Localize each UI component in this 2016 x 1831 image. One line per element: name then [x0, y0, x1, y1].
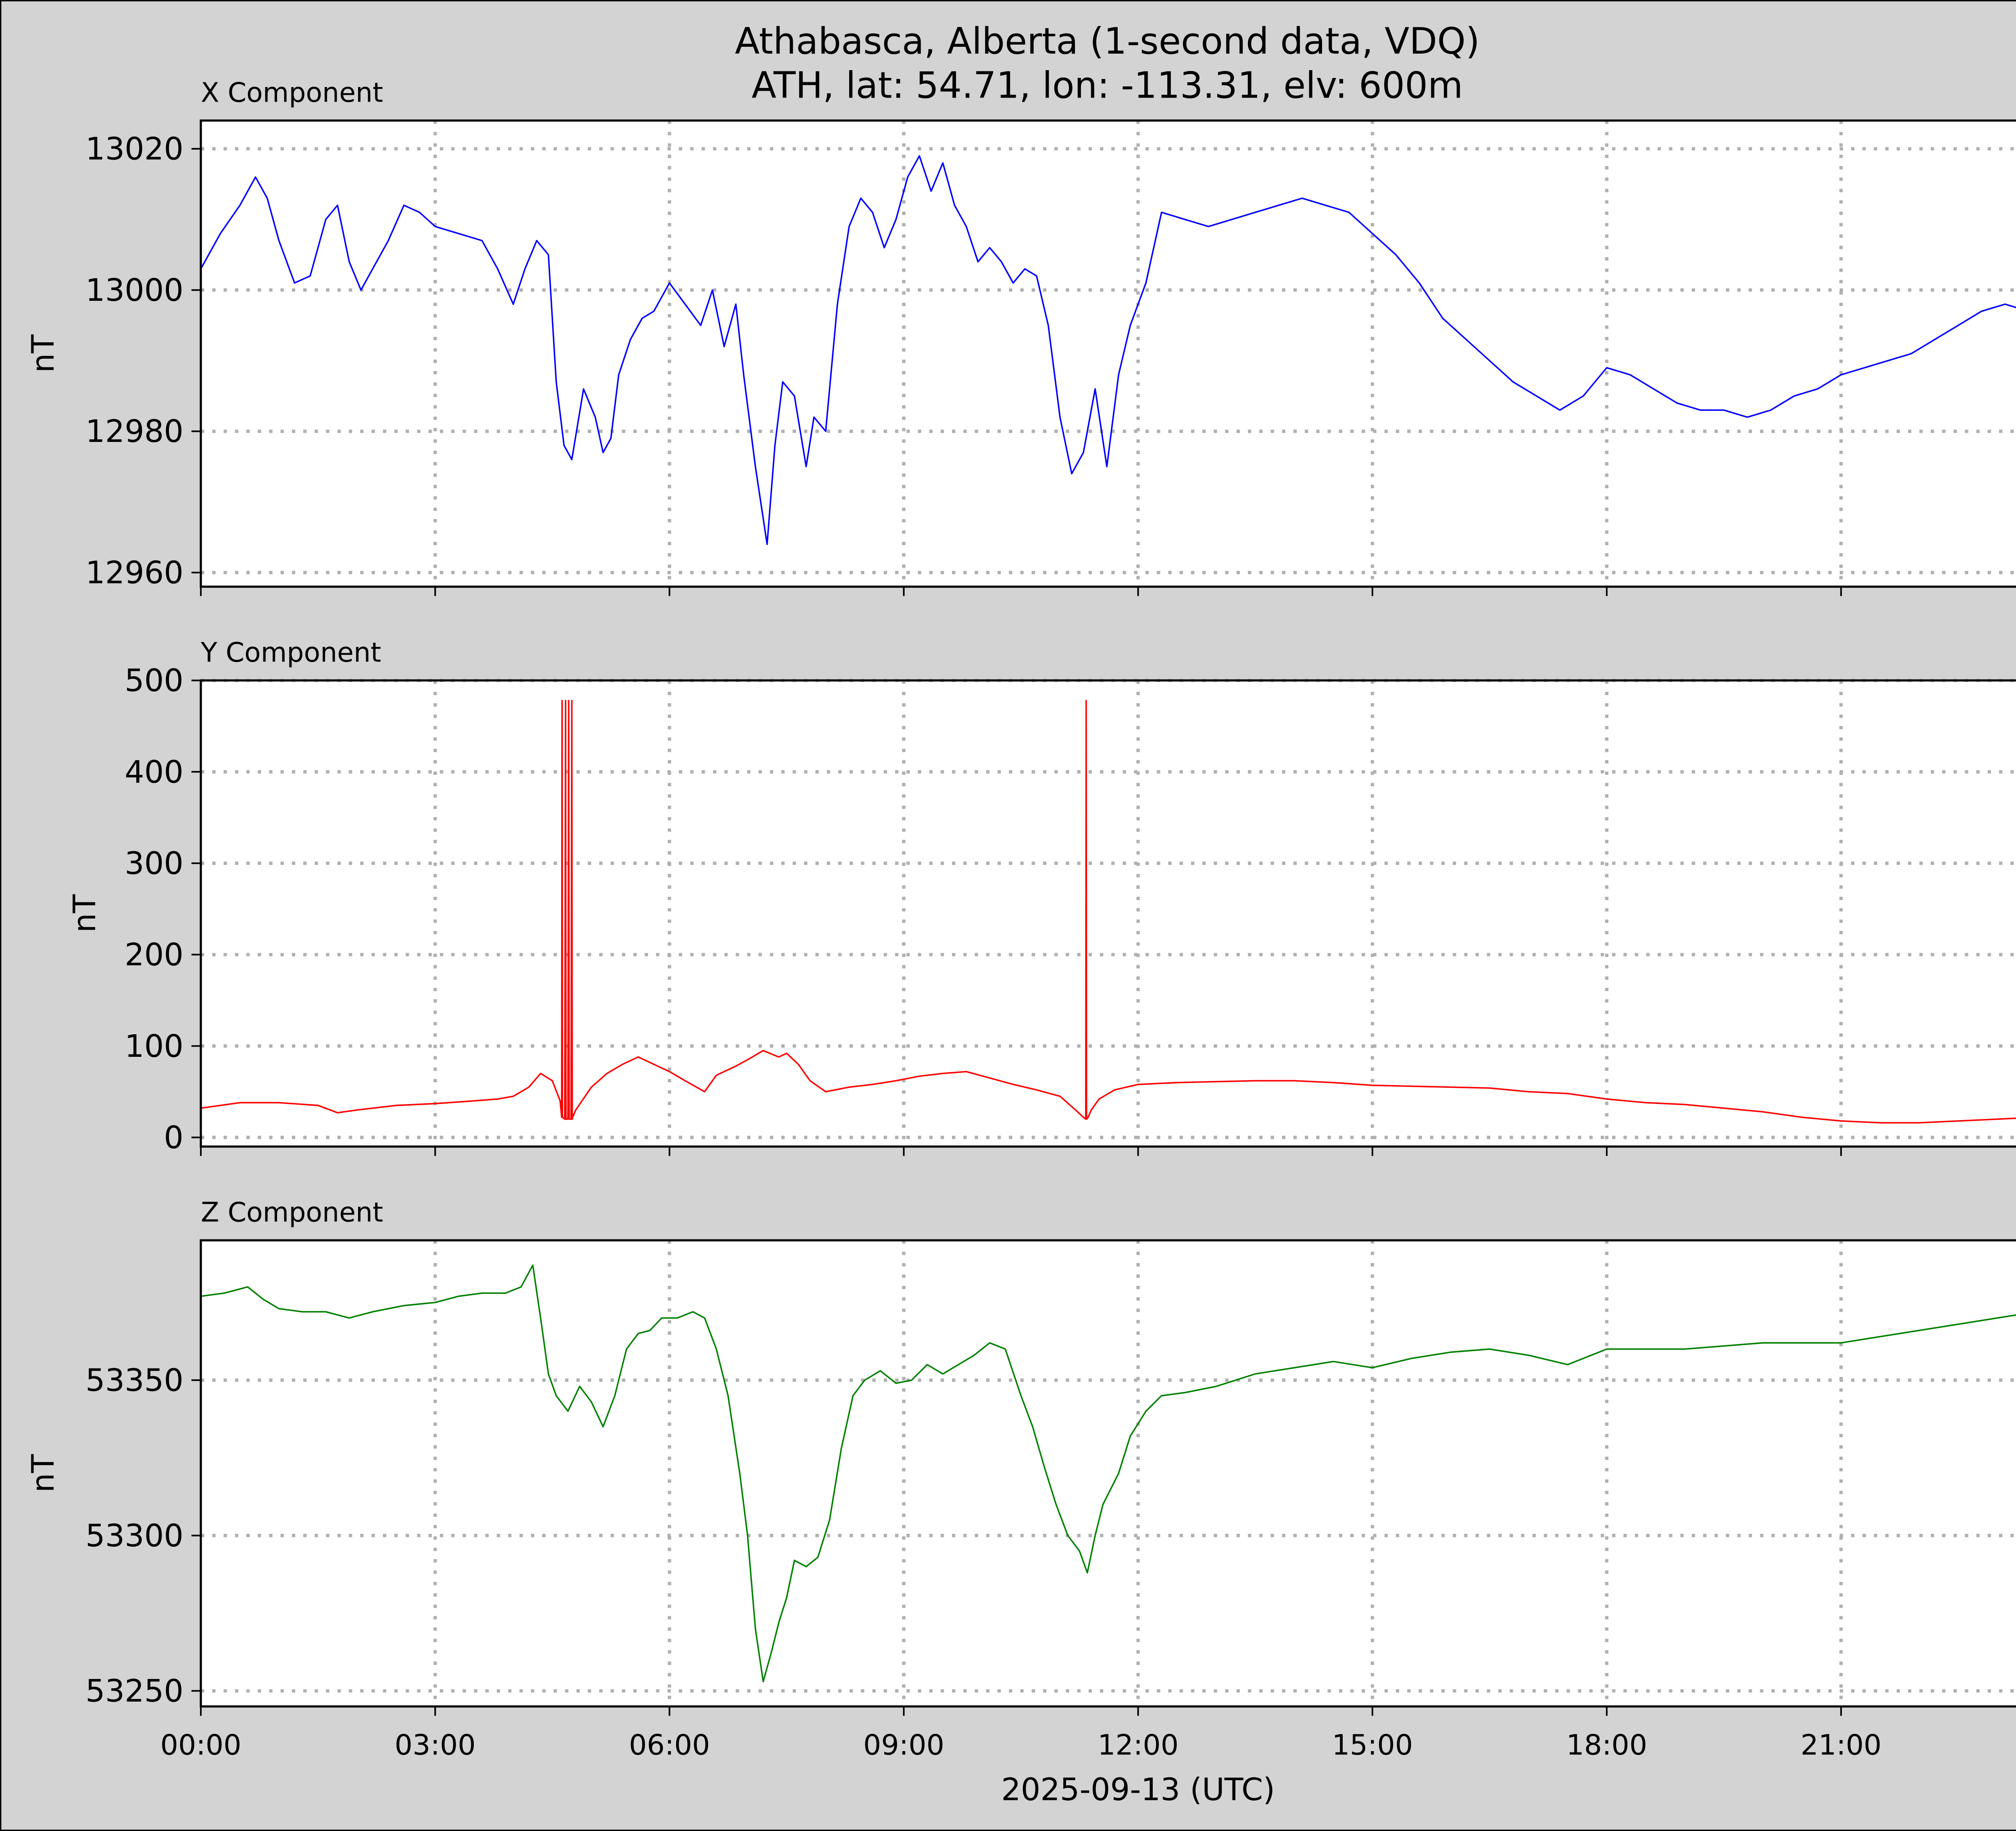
series-line — [200, 1264, 2016, 1683]
y-tick-label: 13000 — [85, 273, 183, 308]
plot-area — [201, 1240, 2016, 1707]
panel-title: X Component — [201, 77, 383, 108]
x-tick-label: 03:00 — [395, 1729, 476, 1762]
plot-frame — [200, 1239, 2016, 1708]
panel-3: 53350 53300 53250 Z Component nT — [25, 1197, 2016, 1716]
series-line — [200, 700, 2016, 1124]
y-tick-label: 400 — [125, 754, 183, 790]
y-tick-label: 500 — [125, 663, 183, 699]
plot-frame — [200, 679, 2016, 1148]
x-axis-label: 2025-09-13 (UTC) — [1001, 1772, 1275, 1808]
y-tick-label: 0 — [164, 1120, 183, 1156]
panel-title: Y Component — [200, 637, 381, 668]
y-axis-label: nT — [67, 894, 103, 933]
panel-title: Z Component — [201, 1197, 383, 1228]
y-tick-label: 100 — [125, 1029, 183, 1064]
figure-title-line2: ATH, lat: 54.71, lon: -113.31, elv: 600m — [752, 65, 1463, 106]
x-tick-label: 21:00 — [1801, 1729, 1882, 1762]
panel-2: 500 400 300 200 100 0 Y Component nT — [67, 637, 2016, 1156]
y-tick-label: 12980 — [85, 414, 183, 450]
y-tick-label: 53250 — [85, 1673, 183, 1709]
y-tick-label: 200 — [125, 937, 183, 973]
y-axis-label: nT — [25, 334, 61, 373]
y-tick-label: 53350 — [85, 1362, 183, 1398]
y-tick-label: 53300 — [85, 1518, 183, 1554]
figure-title-line1: Athabasca, Alberta (1-second data, VDQ) — [735, 21, 1480, 62]
x-tick-label: 00:00 — [160, 1729, 242, 1762]
panels: 13020 13000 12980 12960 X Component nT 500 400 3… — [25, 77, 2016, 1762]
series-line — [200, 155, 2016, 545]
plot-area — [201, 120, 2016, 587]
plot-frame — [200, 119, 2016, 588]
y-tick-label: 12960 — [85, 555, 183, 591]
x-tick-label: 18:00 — [1566, 1729, 1647, 1762]
y-axis-label: nT — [25, 1454, 61, 1492]
panel-1: 13020 13000 12980 12960 X Component nT — [25, 77, 2016, 596]
y-tick-label: 300 — [125, 846, 183, 881]
plot-area — [201, 680, 2016, 1147]
x-tick-label: 06:00 — [629, 1729, 710, 1762]
y-tick-label: 13020 — [85, 131, 183, 167]
x-tick-label: 12:00 — [1098, 1729, 1179, 1762]
x-tick-label: 15:00 — [1332, 1729, 1413, 1762]
x-tick-label: 09:00 — [863, 1729, 944, 1762]
